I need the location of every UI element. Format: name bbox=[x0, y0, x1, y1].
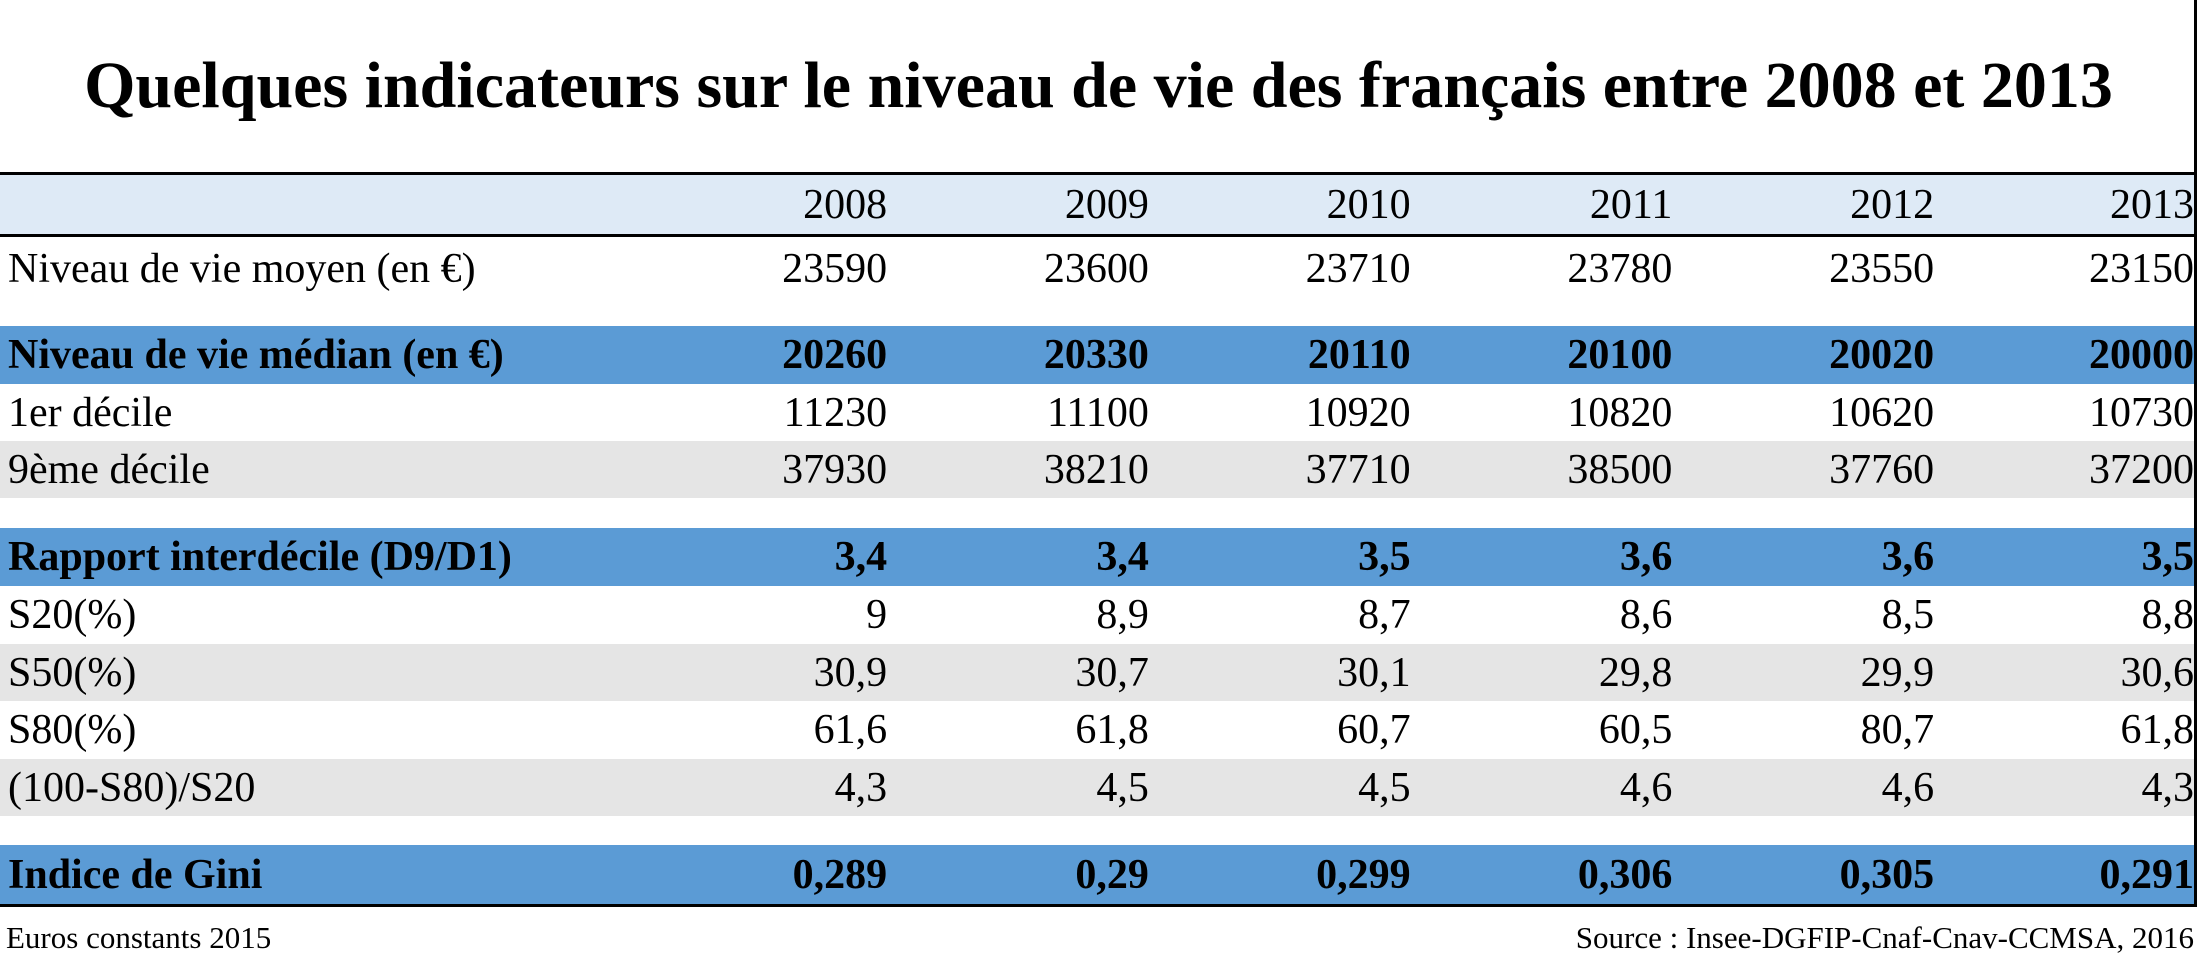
row-label: Niveau de vie médian (en €) bbox=[8, 332, 504, 378]
table-row-rapport-interdecile: Rapport interdécile (D9/D1) 3,4 3,4 3,5 … bbox=[0, 528, 2194, 586]
table-cell: 0,306 bbox=[1577, 851, 1673, 898]
year-header: 2011 bbox=[1589, 181, 1673, 228]
table-cell: 4,5 bbox=[1096, 764, 1149, 811]
table-cell: 0,289 bbox=[792, 851, 888, 898]
table-frame bbox=[0, 0, 2197, 907]
table-cell: 30,7 bbox=[1075, 649, 1149, 696]
year-header: 2008 bbox=[803, 181, 888, 228]
row-label: 1er décile bbox=[8, 389, 173, 436]
source-note: Source : Insee-DGFIP-Cnaf-Cnav-CCMSA, 20… bbox=[1575, 920, 2194, 955]
table-row-niveau-moyen: Niveau de vie moyen (en €) 23590 23600 2… bbox=[0, 240, 2194, 298]
table-row-s80: S80(%) 61,6 61,8 60,7 60,5 80,7 61,8 bbox=[0, 701, 2194, 759]
row-label: 9ème décile bbox=[8, 446, 210, 493]
year-header: 2010 bbox=[1326, 181, 1411, 228]
table-cell: 10620 bbox=[1829, 389, 1935, 436]
row-label: S20(%) bbox=[8, 592, 137, 638]
table-row-s20: S20(%) 9 8,9 8,7 8,6 8,5 8,8 bbox=[0, 586, 2194, 644]
row-label: Niveau de vie moyen (en €) bbox=[8, 246, 476, 292]
table-cell: 8,9 bbox=[1096, 592, 1149, 638]
table-cell: 23780 bbox=[1567, 246, 1673, 292]
table-cell: 3,5 bbox=[2141, 534, 2194, 580]
table-cell: 20100 bbox=[1567, 332, 1673, 378]
table-cell: 8,5 bbox=[1881, 592, 1935, 638]
table-cell: 37930 bbox=[782, 446, 888, 493]
table-cell: 8,7 bbox=[1358, 592, 1411, 638]
table-cell: 37760 bbox=[1829, 446, 1935, 493]
table-cell: 3,6 bbox=[1619, 534, 1673, 580]
year-header-row: 2008 2009 2010 2011 2012 2013 bbox=[0, 175, 2194, 237]
row-label: Indice de Gini bbox=[8, 851, 263, 898]
table-cell: 60,7 bbox=[1337, 707, 1411, 753]
table-cell: 61,6 bbox=[813, 707, 888, 753]
year-header: 2009 bbox=[1064, 181, 1149, 228]
table-cell: 29,8 bbox=[1598, 649, 1673, 696]
table-cell: 30,1 bbox=[1337, 649, 1411, 696]
table-row-9eme-decile: 9ème décile 37930 38210 37710 38500 3776… bbox=[0, 441, 2194, 498]
table-row-1er-decile: 1er décile 11230 11100 10920 10820 10620… bbox=[0, 384, 2194, 441]
year-header: 2012 bbox=[1850, 181, 1935, 228]
table-cell: 20330 bbox=[1043, 332, 1149, 378]
table-cell: 38500 bbox=[1567, 446, 1673, 493]
table-cell: 20020 bbox=[1829, 332, 1935, 378]
table-cell: 4,3 bbox=[2141, 764, 2194, 811]
table-cell: 10920 bbox=[1305, 389, 1411, 436]
table-row-s50: S50(%) 30,9 30,7 30,1 29,8 29,9 30,6 bbox=[0, 644, 2194, 701]
row-label: (100-S80)/S20 bbox=[8, 764, 256, 811]
table-cell: 0,291 bbox=[2099, 851, 2194, 898]
table-cell: 8,6 bbox=[1619, 592, 1673, 638]
table-cell: 4,6 bbox=[1881, 764, 1935, 811]
table-cell: 0,29 bbox=[1075, 851, 1149, 898]
page-title: Quelques indicateurs sur le niveau de vi… bbox=[84, 49, 2113, 122]
table-cell: 11230 bbox=[783, 389, 888, 436]
title-box: Quelques indicateurs sur le niveau de vi… bbox=[0, 0, 2197, 175]
table-cell: 8,8 bbox=[2141, 592, 2194, 638]
table-cell: 3,5 bbox=[1358, 534, 1411, 580]
table-cell: 3,4 bbox=[1096, 534, 1149, 580]
table-cell: 10820 bbox=[1567, 389, 1673, 436]
table-cell: 4,3 bbox=[834, 764, 888, 811]
table-cell: 61,8 bbox=[1075, 707, 1149, 753]
table-cell: 20110 bbox=[1307, 332, 1411, 378]
table-cell: 60,5 bbox=[1598, 707, 1673, 753]
table-cell: 3,4 bbox=[834, 534, 888, 580]
table-cell: 37200 bbox=[2088, 446, 2194, 493]
row-label: S50(%) bbox=[8, 649, 137, 696]
table-cell: 30,6 bbox=[2120, 649, 2194, 696]
table-row-ratio-s80-s20: (100-S80)/S20 4,3 4,5 4,5 4,6 4,6 4,3 bbox=[0, 759, 2194, 816]
footnote-units: Euros constants 2015 bbox=[6, 920, 272, 955]
table-cell: 29,9 bbox=[1860, 649, 1935, 696]
row-label: S80(%) bbox=[8, 707, 137, 753]
table-cell: 0,305 bbox=[1839, 851, 1935, 898]
table-cell: 38210 bbox=[1043, 446, 1149, 493]
table-cell: 4,5 bbox=[1358, 764, 1411, 811]
table-cell: 37710 bbox=[1305, 446, 1411, 493]
table-cell: 3,6 bbox=[1881, 534, 1935, 580]
table-cell: 23590 bbox=[782, 246, 888, 292]
table-cell: 4,6 bbox=[1619, 764, 1673, 811]
table-cell: 11100 bbox=[1046, 389, 1149, 436]
table-cell: 61,8 bbox=[2120, 707, 2194, 753]
table-row-gini: Indice de Gini 0,289 0,29 0,299 0,306 0,… bbox=[0, 845, 2194, 904]
table-cell: 0,299 bbox=[1316, 851, 1411, 898]
table-cell: 30,9 bbox=[813, 649, 888, 696]
table-cell: 80,7 bbox=[1860, 707, 1935, 753]
table-cell: 23600 bbox=[1043, 246, 1149, 292]
row-label: Rapport interdécile (D9/D1) bbox=[8, 534, 512, 580]
table-cell: 23550 bbox=[1829, 246, 1935, 292]
table-cell: 20260 bbox=[782, 332, 888, 378]
table-cell: 9 bbox=[866, 592, 888, 638]
year-header: 2013 bbox=[2109, 181, 2194, 228]
table-cell: 23710 bbox=[1305, 246, 1411, 292]
table-cell: 20000 bbox=[2088, 332, 2194, 378]
table-cell: 23150 bbox=[2088, 246, 2194, 292]
table-cell: 10730 bbox=[2088, 389, 2194, 436]
table-row-niveau-median: Niveau de vie médian (en €) 20260 20330 … bbox=[0, 326, 2194, 384]
